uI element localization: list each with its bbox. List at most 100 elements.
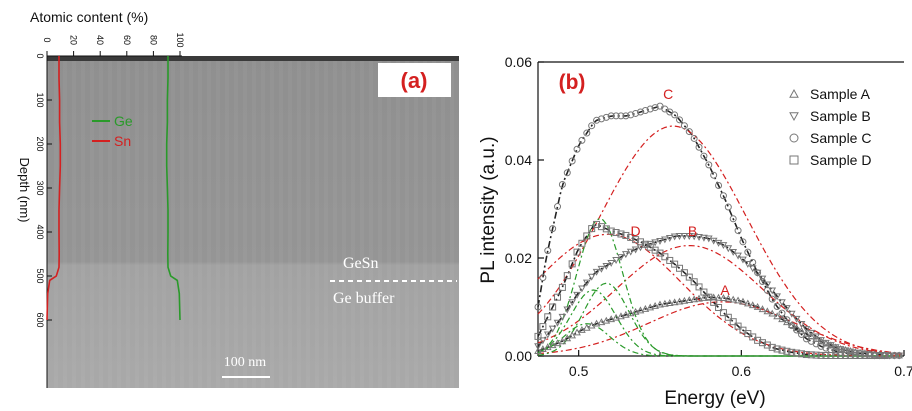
- data-point-sample-b: [553, 319, 562, 327]
- data-point-sample-b: [783, 305, 791, 313]
- panel-b-legend: Sample A Sample B Sample C Sample D: [789, 86, 871, 168]
- data-point-sample-d: [724, 313, 732, 321]
- data-point-sample-c: [885, 352, 893, 360]
- data-point-sample-c: [773, 303, 781, 311]
- data-point-sample-c: [641, 107, 649, 115]
- data-point-sample-c: [822, 344, 830, 352]
- data-point-sample-a: [607, 315, 616, 323]
- data-point-sample-b: [846, 348, 855, 356]
- data-point-sample-a: [704, 293, 713, 301]
- data-point-sample-d: [827, 352, 835, 360]
- data-point-sample-d: [695, 283, 703, 291]
- data-point-sample-c: [793, 326, 801, 334]
- data-point-sample-c: [724, 203, 732, 211]
- data-point-sample-a: [675, 297, 684, 305]
- data-point-sample-d: [856, 352, 864, 360]
- data-point-sample-a: [787, 321, 796, 329]
- legend-marker-sample-d: [789, 155, 799, 165]
- panel-a: Atomic content (%) 0 20 40 60 80 100 0 100 200 3…: [17, 9, 459, 388]
- panel-a-x-tick-label: 80: [148, 35, 158, 45]
- panel-b-y-tick-label: 0.06: [505, 54, 532, 70]
- data-point-sample-a: [587, 321, 596, 329]
- data-point-sample-c: [549, 225, 557, 233]
- data-point-sample-d: [676, 264, 684, 272]
- fit-main-component: [537, 301, 903, 355]
- data-point-sample-c: [544, 247, 552, 255]
- data-point-sample-b: [778, 299, 786, 307]
- data-point-sample-b: [558, 313, 567, 321]
- data-point-sample-b: [539, 337, 547, 345]
- data-point-sample-b: [592, 268, 601, 276]
- curve-label-a: A: [720, 282, 730, 298]
- data-point-sample-a: [719, 294, 728, 301]
- data-point-sample-a: [646, 303, 655, 311]
- data-point-sample-c: [758, 278, 766, 286]
- data-point-sample-a: [553, 339, 562, 347]
- data-point-sample-a: [729, 295, 738, 303]
- data-point-sample-c: [622, 112, 630, 120]
- data-point-sample-c: [744, 248, 752, 256]
- data-point-sample-b: [670, 233, 679, 241]
- data-point-sample-a: [743, 299, 752, 307]
- data-point-sample-d: [851, 352, 859, 360]
- data-point-sample-b: [826, 342, 835, 350]
- data-point-sample-b: [734, 252, 742, 260]
- data-point-sample-d: [734, 322, 742, 330]
- data-point-sample-c: [573, 145, 581, 153]
- data-point-sample-c: [817, 342, 825, 350]
- data-point-sample-c: [788, 322, 796, 330]
- data-point-sample-a: [851, 348, 860, 355]
- data-point-sample-b: [656, 237, 664, 245]
- legend-label-sample-a: Sample A: [810, 86, 871, 102]
- data-point-sample-c: [734, 227, 742, 235]
- scale-bar-label: 100 nm: [224, 355, 267, 370]
- data-point-sample-d: [817, 351, 825, 359]
- panel-b-curve-labels: A B C D: [631, 86, 731, 298]
- panel-b-data-markers: [534, 102, 903, 360]
- data-point-sample-c: [778, 309, 786, 317]
- data-point-sample-d: [612, 229, 620, 237]
- data-point-sample-b: [680, 233, 689, 240]
- data-point-sample-c: [646, 105, 654, 113]
- data-point-sample-d: [656, 249, 664, 257]
- data-point-sample-a: [539, 345, 547, 353]
- data-point-sample-d: [778, 346, 786, 354]
- data-point-sample-d: [871, 352, 879, 360]
- data-point-sample-a: [773, 312, 781, 320]
- data-point-sample-b: [563, 306, 572, 314]
- panel-a-y-tick-label: 600: [35, 312, 45, 327]
- data-point-sample-c: [719, 192, 727, 200]
- panel-a-y-tick-label: 100: [35, 92, 45, 107]
- fit-main-component: [537, 233, 903, 357]
- data-point-sample-b: [597, 265, 606, 273]
- data-point-sample-a: [734, 296, 742, 304]
- data-point-sample-d: [588, 225, 596, 233]
- data-point-sample-b: [685, 233, 694, 240]
- data-point-sample-c: [739, 238, 747, 246]
- panel-a-y-tick-label: 500: [35, 268, 45, 283]
- data-point-sample-d: [783, 347, 791, 355]
- data-point-sample-d: [788, 348, 796, 356]
- panel-b-x-tick-label: 0.7: [894, 363, 912, 379]
- data-point-sample-d: [573, 248, 581, 256]
- data-point-sample-d: [705, 293, 713, 301]
- data-point-sample-b: [704, 235, 713, 243]
- data-point-sample-c: [636, 108, 644, 116]
- data-point-sample-c: [568, 157, 576, 165]
- legend-sn-label: Sn: [114, 133, 131, 149]
- data-point-sample-d: [583, 232, 591, 240]
- data-point-sample-b: [548, 325, 557, 333]
- data-point-sample-b: [695, 234, 703, 241]
- data-point-sample-b: [573, 291, 581, 299]
- data-point-sample-a: [631, 307, 640, 315]
- data-point-sample-c: [602, 113, 610, 121]
- data-point-sample-a: [783, 318, 791, 326]
- data-point-sample-d: [700, 288, 708, 296]
- data-point-sample-c: [763, 286, 771, 294]
- data-point-sample-b: [729, 248, 738, 256]
- data-point-sample-a: [656, 300, 664, 308]
- data-point-sample-b: [607, 260, 616, 267]
- data-point-sample-d: [846, 352, 854, 360]
- data-point-sample-c: [832, 347, 840, 355]
- legend-ge-label: Ge: [114, 113, 133, 129]
